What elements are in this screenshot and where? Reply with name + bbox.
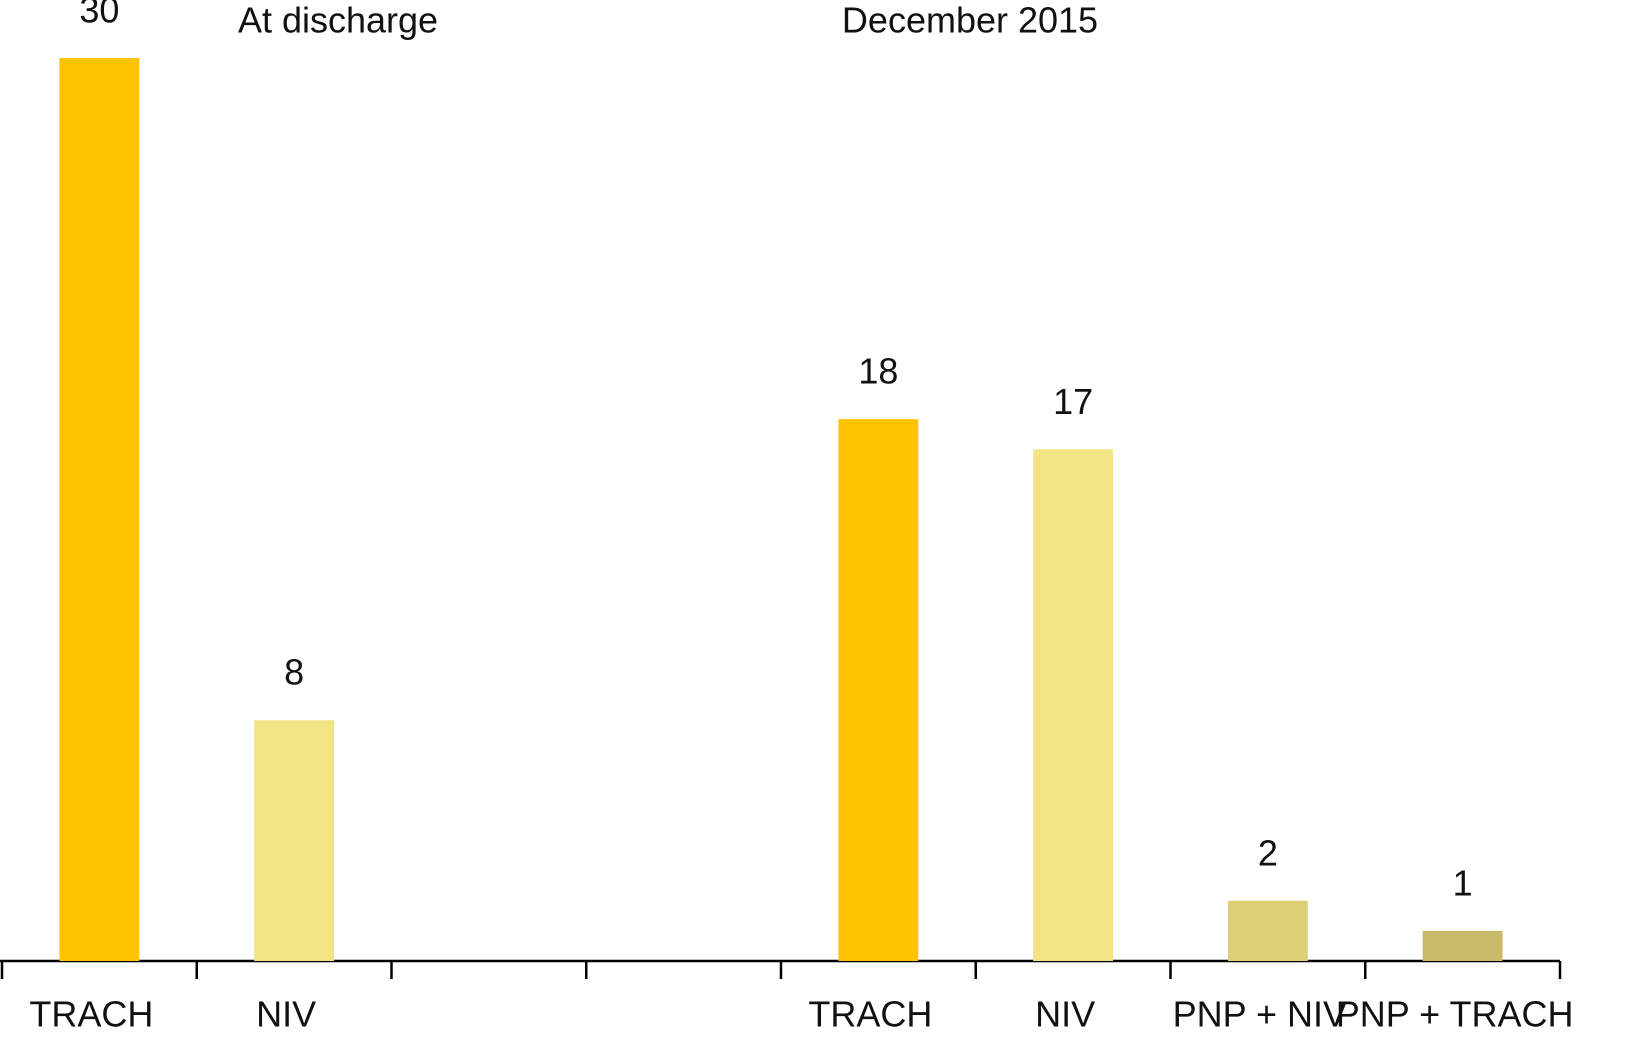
bar [1227, 900, 1308, 961]
annotation: At discharge [238, 0, 438, 41]
value-label: 1 [1453, 862, 1473, 903]
value-label: 17 [1053, 381, 1093, 422]
x-tick-label: TRACH [29, 994, 153, 1035]
x-tick-label: PNP + TRACH [1336, 994, 1574, 1035]
bar [254, 720, 335, 961]
x-tick-label: NIV [256, 994, 316, 1035]
value-label: 2 [1258, 832, 1278, 873]
annotation: December 2015 [842, 0, 1098, 41]
bar [838, 419, 919, 961]
bar [1422, 930, 1503, 961]
value-label: 8 [284, 652, 304, 693]
bar [1033, 449, 1114, 961]
x-tick-label: PNP + NIV [1173, 994, 1347, 1035]
x-tick-label: NIV [1035, 994, 1095, 1035]
bar [59, 58, 140, 961]
value-label: 18 [858, 351, 898, 392]
x-tick-label: TRACH [808, 994, 932, 1035]
value-label: 30 [79, 0, 119, 31]
